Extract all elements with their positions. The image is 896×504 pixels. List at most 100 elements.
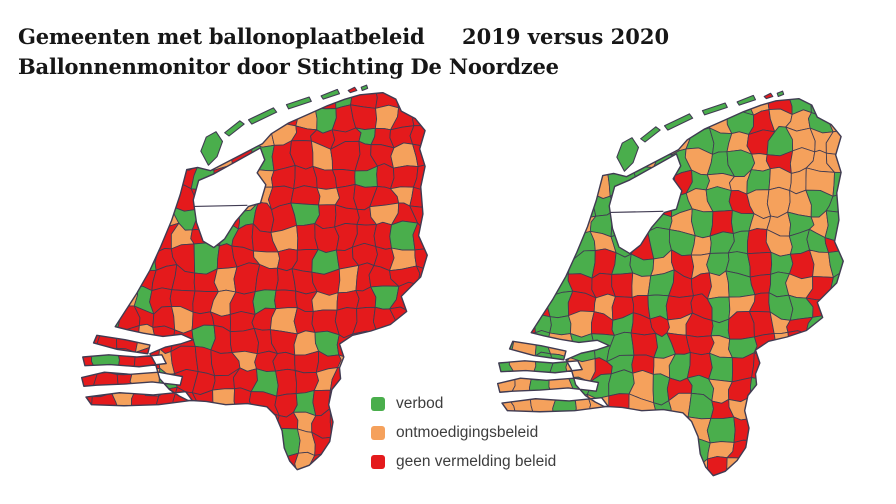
- municipality-cell: [113, 408, 141, 439]
- municipality-cell: [232, 164, 256, 192]
- wadden-island: [663, 113, 694, 131]
- municipality-cell: [786, 411, 811, 442]
- municipality-cell: [768, 415, 791, 443]
- municipality-cell: [727, 311, 755, 340]
- municipality-cell: [151, 144, 180, 170]
- municipality-cell: [525, 98, 550, 109]
- municipality-cell: [808, 352, 831, 379]
- municipality-cell: [587, 147, 611, 175]
- municipality-cell: [329, 407, 357, 438]
- municipality-cell: [785, 456, 814, 476]
- municipality-cell: [533, 249, 552, 278]
- municipality-cell: [412, 103, 428, 127]
- municipality-cell: [828, 458, 844, 476]
- municipality-cell: [574, 416, 589, 445]
- municipality-cell: [272, 351, 296, 372]
- municipality-cell: [248, 391, 280, 417]
- municipality-cell: [733, 416, 754, 443]
- municipality-cell: [548, 103, 577, 133]
- municipality-cell: [587, 98, 613, 114]
- houtribdijk-line: [610, 210, 664, 214]
- municipality-cell: [81, 305, 101, 335]
- municipality-cell: [92, 307, 121, 336]
- municipality-cell: [691, 208, 714, 239]
- municipality-cell: [94, 92, 118, 108]
- municipality-cell: [749, 440, 771, 463]
- municipality-cell: [670, 458, 695, 476]
- municipality-cell: [751, 417, 774, 443]
- municipality-cell: [787, 372, 814, 403]
- municipality-cell: [770, 251, 794, 275]
- municipality-cell: [546, 98, 577, 109]
- municipality-cell: [632, 166, 654, 194]
- municipality-cell: [195, 430, 219, 459]
- municipality-cell: [369, 372, 394, 389]
- legend-swatch-green: [371, 397, 385, 411]
- municipality-cell: [497, 152, 514, 175]
- municipality-cell: [410, 284, 428, 313]
- municipality-cell: [117, 125, 139, 151]
- municipality-cell: [275, 368, 297, 397]
- municipality-cell: [765, 438, 794, 461]
- municipality-cell: [747, 251, 773, 278]
- municipality-cell: [788, 353, 814, 381]
- municipality-cell: [94, 429, 118, 454]
- municipality-cell: [131, 407, 160, 439]
- municipality-cell: [771, 399, 790, 421]
- municipality-cell: [269, 452, 299, 470]
- municipality-cell: [829, 331, 844, 362]
- municipality-cell: [828, 111, 844, 134]
- municipality-cell: [311, 291, 339, 312]
- municipality-cell: [808, 98, 833, 117]
- municipality-cell: [369, 347, 397, 376]
- municipality-cell: [608, 418, 635, 437]
- houtribdijk-line: [194, 204, 248, 208]
- municipality-cell: [116, 347, 136, 376]
- municipality-cell: [96, 163, 117, 191]
- municipality-cell: [825, 375, 844, 402]
- municipality-cell: [249, 427, 276, 459]
- municipality-cell: [391, 372, 415, 395]
- municipality-cell: [131, 246, 159, 272]
- municipality-cell: [831, 312, 844, 341]
- municipality-cell: [392, 328, 418, 357]
- municipality-cell: [528, 127, 554, 148]
- municipality-cell: [135, 144, 161, 170]
- municipality-cell: [193, 98, 215, 129]
- municipality-cell: [151, 163, 180, 192]
- municipality-cell: [171, 449, 199, 470]
- municipality-cell: [809, 457, 832, 476]
- municipality-cell: [584, 415, 617, 442]
- legend-item-verbod: verbod: [371, 395, 556, 413]
- municipality-cell: [131, 162, 159, 192]
- municipality-cell: [194, 410, 219, 438]
- municipality-cell: [95, 122, 120, 151]
- page-title: Gemeenten met ballonoplaatbeleid: [18, 24, 425, 49]
- municipality-cell: [191, 205, 223, 231]
- municipality-cell: [770, 353, 795, 381]
- municipality-cell: [549, 315, 572, 336]
- municipality-cell: [250, 92, 274, 107]
- municipality-cell: [81, 99, 97, 124]
- municipality-cell: [155, 126, 177, 150]
- municipality-cell: [770, 377, 791, 405]
- wadden-island: [763, 92, 774, 100]
- municipality-cell: [115, 448, 139, 470]
- municipality-cell: [570, 461, 592, 476]
- municipality-cell: [628, 435, 655, 457]
- municipality-cell: [81, 247, 98, 272]
- municipality-cell: [81, 203, 93, 231]
- municipality-cell: [153, 104, 178, 131]
- municipality-cell: [249, 448, 275, 470]
- municipality-cell: [825, 352, 844, 379]
- municipality-cell: [497, 189, 513, 218]
- municipality-cell: [174, 102, 200, 127]
- coastline-outline: [496, 97, 844, 477]
- municipality-cell: [172, 122, 199, 151]
- municipality-cell: [95, 146, 118, 167]
- wadden-island: [736, 94, 757, 106]
- municipality-cell: [131, 388, 160, 411]
- municipality-cell: [805, 333, 835, 361]
- municipality-cell: [214, 430, 240, 458]
- municipality-cell: [211, 100, 240, 124]
